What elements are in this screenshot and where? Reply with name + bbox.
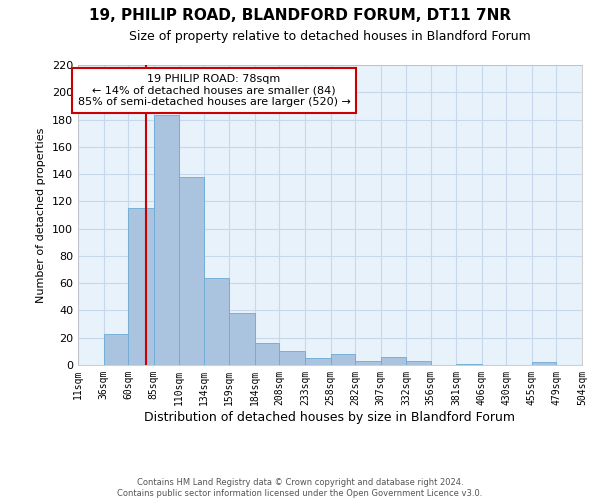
Text: 19 PHILIP ROAD: 78sqm
← 14% of detached houses are smaller (84)
85% of semi-deta: 19 PHILIP ROAD: 78sqm ← 14% of detached …	[77, 74, 350, 107]
Bar	[305, 358, 331, 365]
Bar	[355, 361, 380, 365]
Bar	[128, 208, 154, 365]
Bar	[104, 334, 128, 365]
Bar	[204, 278, 229, 365]
Bar	[154, 116, 179, 365]
X-axis label: Distribution of detached houses by size in Blandford Forum: Distribution of detached houses by size …	[145, 410, 515, 424]
Text: Contains HM Land Registry data © Crown copyright and database right 2024.
Contai: Contains HM Land Registry data © Crown c…	[118, 478, 482, 498]
Bar	[331, 354, 355, 365]
Title: Size of property relative to detached houses in Blandford Forum: Size of property relative to detached ho…	[129, 30, 531, 43]
Y-axis label: Number of detached properties: Number of detached properties	[37, 128, 46, 302]
Bar	[532, 362, 556, 365]
Bar	[380, 357, 406, 365]
Bar	[255, 343, 280, 365]
Bar	[179, 177, 204, 365]
Bar	[406, 361, 431, 365]
Bar	[229, 313, 255, 365]
Text: 19, PHILIP ROAD, BLANDFORD FORUM, DT11 7NR: 19, PHILIP ROAD, BLANDFORD FORUM, DT11 7…	[89, 8, 511, 22]
Bar	[280, 352, 305, 365]
Bar	[456, 364, 482, 365]
